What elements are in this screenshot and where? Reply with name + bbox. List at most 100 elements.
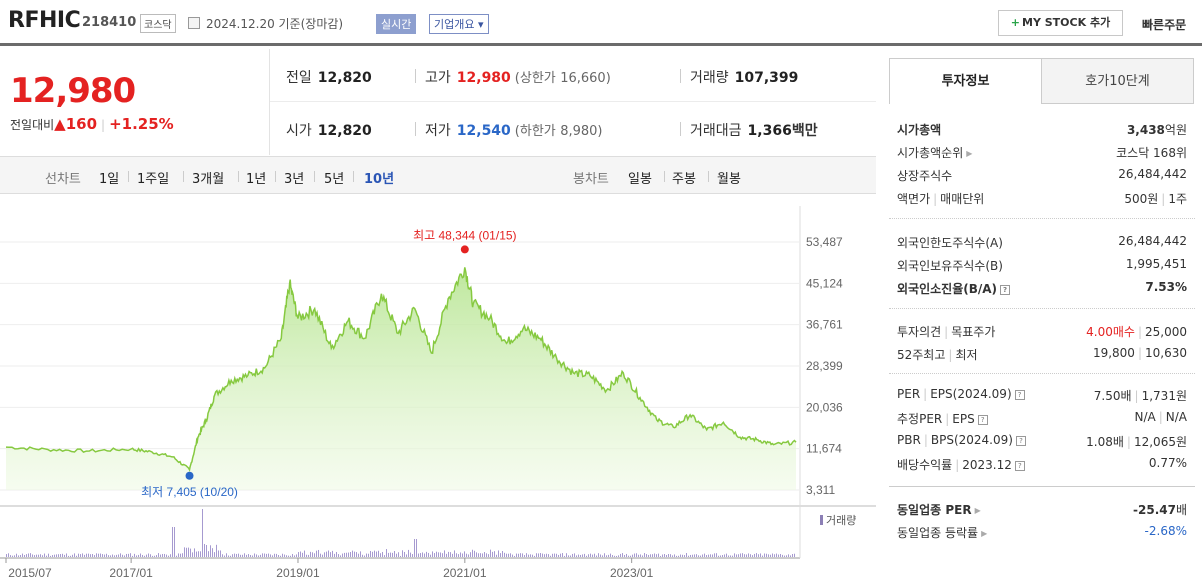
industry-change-row: 동일업종 등락률 ▶ -2.68%	[889, 521, 1195, 543]
company-overview-dropdown[interactable]: 기업개요 ▾	[429, 14, 489, 34]
volume-bar	[348, 552, 349, 557]
volume-bar	[280, 555, 281, 557]
volume-bar	[122, 554, 123, 557]
tab-monthly[interactable]: 월봉	[717, 172, 741, 187]
volume-bar	[368, 553, 369, 557]
est-eps-number: N/A	[1165, 410, 1187, 424]
volume-bar	[80, 554, 81, 557]
y-tick-label: 28,399	[806, 359, 843, 373]
volume-bar	[574, 553, 575, 557]
est-eps-key: EPS	[952, 412, 975, 426]
volume-bar	[298, 552, 299, 557]
volume-bar	[38, 554, 39, 557]
trade-unit-key: 매매단위	[940, 192, 985, 206]
volume-bar	[158, 553, 159, 557]
volume-bar	[32, 554, 33, 557]
tab-3y[interactable]: 3년	[284, 172, 305, 187]
volume-bar	[276, 553, 277, 557]
volume-bar	[262, 553, 263, 557]
market-cap-unit: 억원	[1164, 123, 1187, 137]
divider	[128, 171, 129, 182]
volume-bar	[698, 555, 699, 557]
help-icon[interactable]: ?	[1000, 284, 1011, 295]
y-tick-label: 53,487	[806, 235, 843, 249]
help-icon[interactable]: ?	[1014, 460, 1025, 471]
tab-investment-info[interactable]: 투자정보	[889, 58, 1042, 104]
realtime-button[interactable]: 실시간	[376, 14, 417, 34]
divider: |	[1137, 325, 1142, 339]
volume-bar	[618, 555, 619, 557]
tab-3m[interactable]: 3개월	[192, 172, 225, 187]
tab-5y[interactable]: 5년	[324, 172, 345, 187]
quick-order-button[interactable]: 빠른주문	[1142, 18, 1187, 32]
volume-bar	[726, 553, 727, 557]
volume-bar	[662, 554, 663, 557]
volume-bar	[88, 553, 89, 557]
volume-bar	[682, 554, 683, 557]
volume-bar	[286, 555, 287, 557]
volume-bar	[356, 552, 357, 557]
volume-bar	[522, 553, 523, 557]
volume-bar	[792, 553, 793, 557]
price-line	[5, 267, 797, 472]
volume-bar	[510, 553, 511, 557]
industry-change-value: -2.68%	[1144, 524, 1187, 538]
volume-bar	[180, 553, 181, 557]
volume-bar	[274, 553, 275, 557]
help-icon[interactable]: ?	[977, 414, 988, 425]
foreign-ratio-key: 외국인소진율(B/A)	[897, 282, 998, 296]
tab-daily[interactable]: 일봉	[628, 172, 652, 187]
volume-bar	[638, 554, 639, 557]
low-point-marker[interactable]	[185, 471, 194, 480]
volume-bar	[508, 553, 509, 557]
volume-bar	[16, 553, 17, 557]
tab-1d[interactable]: 1일	[99, 172, 120, 187]
volume-bar	[116, 554, 117, 557]
volume-bar	[430, 554, 431, 557]
tab-10y[interactable]: 10년	[364, 172, 395, 187]
industry-per-link[interactable]: 동일업종 PER ▶	[897, 501, 981, 518]
volume-bar	[668, 554, 669, 557]
volume-bar	[776, 553, 777, 557]
chevron-right-icon: ▶	[981, 529, 988, 538]
volume-bar	[94, 555, 95, 557]
help-icon[interactable]: ?	[1014, 389, 1025, 400]
tab-1w[interactable]: 1주일	[137, 172, 170, 187]
tab-orderbook-10[interactable]: 호가10단계	[1041, 58, 1194, 104]
volume-bar	[708, 554, 709, 557]
volume-bar	[198, 551, 199, 557]
high-point-marker[interactable]	[460, 245, 469, 254]
volume-bar	[92, 553, 93, 557]
listed-shares-value: 26,484,442	[1118, 167, 1187, 181]
chevron-right-icon: ▶	[974, 506, 981, 515]
volume-bar	[428, 552, 429, 557]
volume-bar	[736, 554, 737, 557]
divider: |	[944, 325, 949, 339]
volume-bar	[182, 553, 183, 557]
market-cap-rank-link[interactable]: 시가총액순위 ▶	[897, 144, 972, 161]
volume-bar	[172, 527, 173, 557]
volume-bar	[178, 553, 179, 557]
volume-bar	[592, 554, 593, 557]
volume-bar	[204, 543, 205, 557]
industry-change-label: 동일업종 등락률	[897, 526, 979, 540]
volume-bar	[562, 553, 563, 557]
volume-bar	[634, 553, 635, 557]
volume-bar	[304, 550, 305, 557]
market-badge: 코스닥	[140, 14, 176, 33]
volume-bar	[610, 553, 611, 557]
low-label: 저가	[425, 123, 451, 139]
volume-bar	[392, 552, 393, 557]
up-arrow-icon: ▲	[54, 115, 66, 133]
volume-bar	[306, 554, 307, 557]
volume-bar	[96, 553, 97, 557]
add-my-stock-button[interactable]: + MY STOCK 추가	[998, 10, 1123, 36]
trade-unit-number: 1주	[1168, 192, 1187, 206]
volume-bar	[268, 553, 269, 557]
help-icon[interactable]: ?	[1015, 435, 1026, 446]
volume-bar	[414, 539, 415, 557]
industry-change-link[interactable]: 동일업종 등락률 ▶	[897, 524, 987, 541]
tab-weekly[interactable]: 주봉	[672, 172, 696, 187]
tab-1y[interactable]: 1년	[246, 172, 267, 187]
volume-bar	[358, 553, 359, 557]
